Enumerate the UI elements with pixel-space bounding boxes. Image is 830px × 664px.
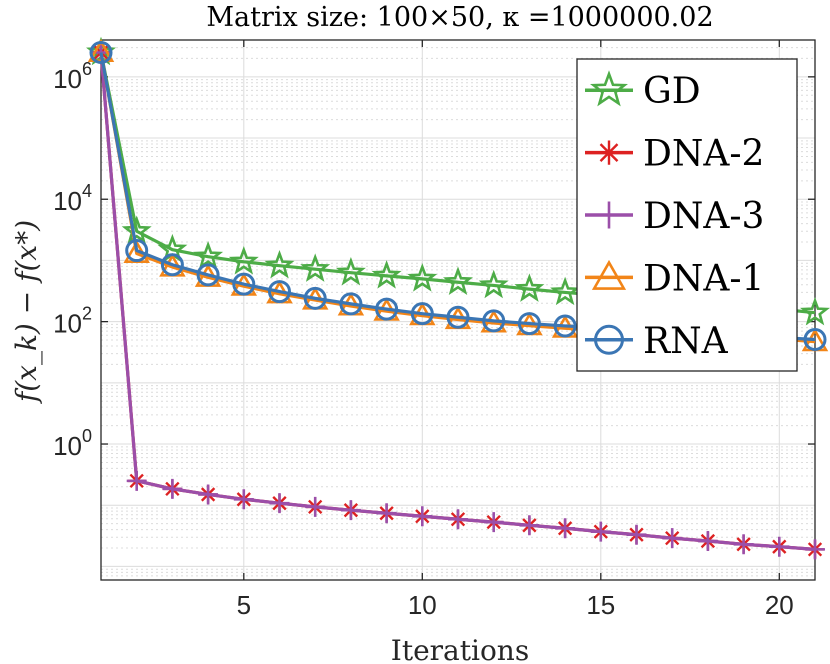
data-point <box>121 215 152 244</box>
legend-marker <box>596 140 622 165</box>
data-point <box>196 263 220 287</box>
data-point <box>303 286 327 310</box>
y-axis-label: f(x_k) − f(x*) <box>10 220 43 404</box>
legend-marker <box>594 324 624 355</box>
data-point <box>305 496 326 517</box>
data-point <box>407 263 438 292</box>
x-tick-label: 20 <box>765 590 794 620</box>
data-point <box>519 515 540 536</box>
data-point <box>478 269 509 299</box>
data-point <box>300 253 331 282</box>
data-point <box>662 528 683 549</box>
y-tick-label: 100 <box>53 426 92 461</box>
data-point <box>375 297 399 321</box>
x-tick-label: 10 <box>408 590 437 620</box>
legend-marker <box>591 259 627 290</box>
data-point <box>483 512 504 533</box>
legend-entry: DNA-3 <box>585 196 764 237</box>
data-point <box>590 521 611 542</box>
legend-label: DNA-3 <box>643 196 764 237</box>
data-point <box>371 260 402 289</box>
data-point <box>269 493 290 514</box>
data-point <box>733 534 754 555</box>
data-point <box>340 500 361 521</box>
x-tick-label: 15 <box>586 590 615 620</box>
data-point <box>410 302 434 326</box>
data-point <box>89 40 113 64</box>
data-point <box>268 280 291 304</box>
legend: GD DNA-2 DNA-3 DNA-1 RNA <box>576 58 798 372</box>
data-point <box>769 536 790 557</box>
data-point <box>482 309 506 333</box>
legend-entry: RNA <box>585 321 729 362</box>
legend-label: GD <box>643 71 701 112</box>
x-tick-label: 5 <box>237 590 251 620</box>
plot-frame <box>100 39 816 581</box>
legend-entry: DNA-2 <box>585 134 764 175</box>
legend-marker <box>590 70 628 107</box>
data-point <box>443 266 473 295</box>
data-point <box>125 239 149 263</box>
data-point <box>198 484 219 505</box>
legend-label: RNA <box>643 321 729 362</box>
data-point <box>162 478 183 499</box>
data-point <box>228 246 259 275</box>
data-point <box>160 253 184 277</box>
legend-label: DNA-1 <box>643 258 764 299</box>
legend-marker <box>595 201 623 229</box>
chart-title: Matrix size: 100×50, κ =1000000.02 <box>206 2 713 33</box>
data-point <box>553 314 577 338</box>
data-point <box>335 256 366 286</box>
data-point <box>517 312 541 336</box>
data-point <box>800 296 830 326</box>
data-point <box>514 273 545 302</box>
y-tick-label: 104 <box>53 181 92 216</box>
data-point <box>550 276 581 306</box>
data-point <box>448 509 468 530</box>
data-point <box>803 328 827 352</box>
legend-entry: GD <box>585 70 701 112</box>
data-point <box>805 539 825 560</box>
series-dna-3 <box>91 42 825 560</box>
x-axis-label: Iterations <box>391 634 529 664</box>
data-point <box>376 503 397 524</box>
data-point <box>412 506 433 527</box>
data-point <box>339 292 363 316</box>
y-tick-label: 106 <box>53 59 92 94</box>
legend-label: DNA-2 <box>643 134 764 175</box>
data-point <box>697 531 718 552</box>
data-point <box>446 305 470 329</box>
legend-entry: DNA-1 <box>585 258 764 299</box>
data-point <box>626 524 647 545</box>
data-point <box>233 489 254 510</box>
axis-ticks: 5 10 15 20 100 102 104 106 <box>53 40 815 620</box>
data-point <box>232 272 256 296</box>
y-tick-label: 102 <box>53 304 92 339</box>
data-point <box>555 518 576 539</box>
data-point <box>264 249 295 279</box>
data-point <box>193 240 224 270</box>
data-point <box>126 470 147 491</box>
